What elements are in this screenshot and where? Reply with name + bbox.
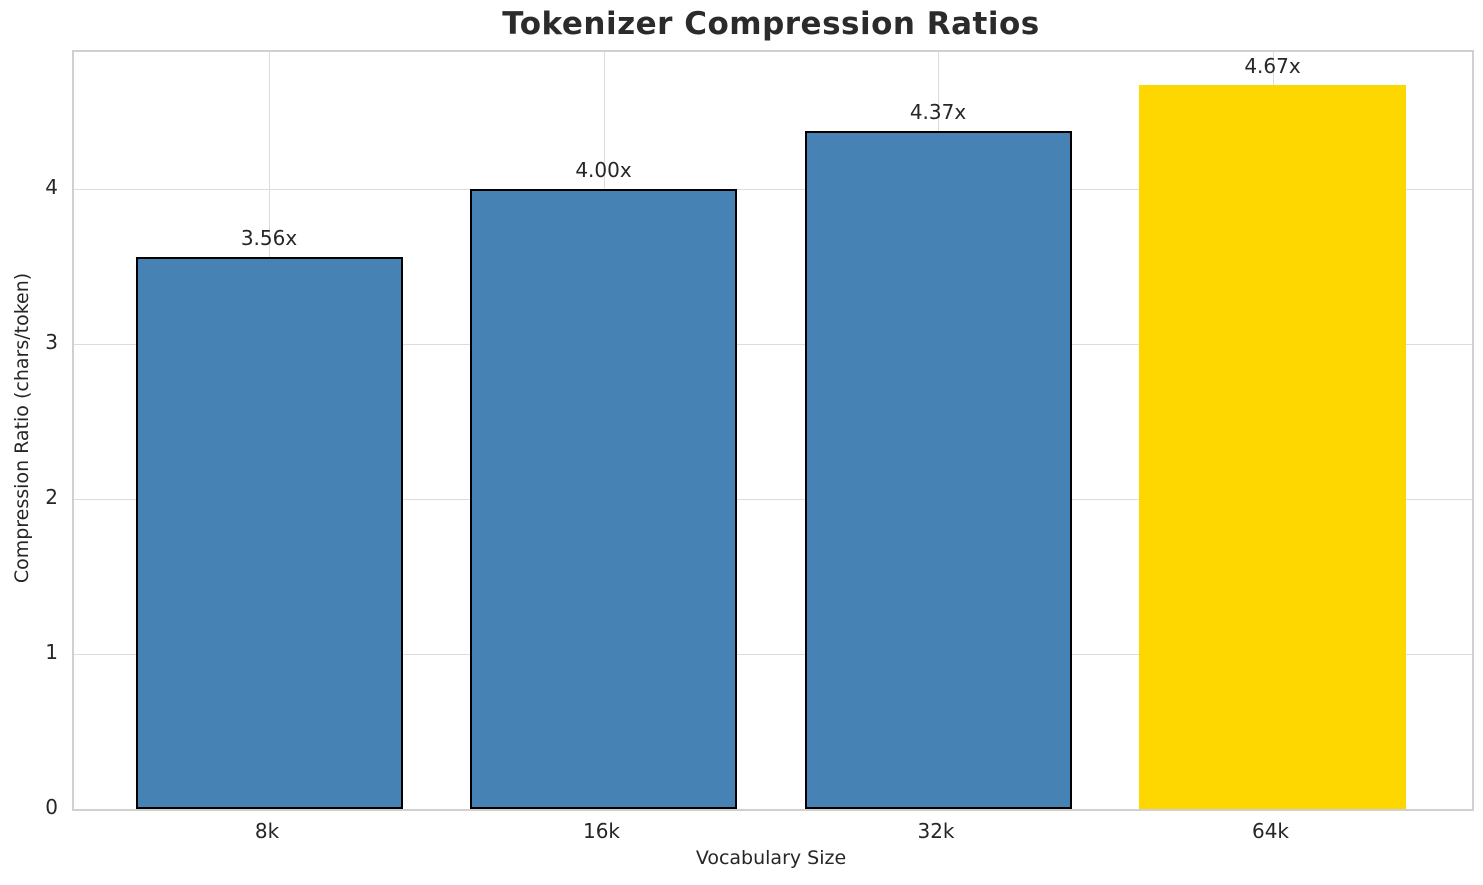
bar-value-label: 4.67x (1244, 53, 1301, 78)
bar-8k (135, 256, 403, 809)
y-tick-label: 4 (45, 174, 58, 199)
y-tick-label: 1 (45, 639, 58, 664)
gridline-horizontal (74, 343, 1472, 345)
bar-value-label: 4.37x (909, 100, 967, 125)
x-axis-label: Vocabulary Size (695, 847, 847, 869)
chart-title: Tokenizer Compression Ratios (502, 6, 1040, 42)
y-tick-label: 3 (45, 329, 58, 354)
y-tick-label: 2 (45, 484, 58, 509)
plot-area: 3.56x 4.00x 4.37x 4.67x (72, 50, 1474, 811)
gridline-horizontal (74, 188, 1472, 190)
bar-16k (470, 188, 737, 809)
x-tick-label: 64k (1251, 819, 1290, 843)
bar-value-label: 4.00x (575, 157, 632, 182)
y-axis-label: Compression Ratio (chars/token) (11, 272, 33, 584)
gridline-horizontal (74, 653, 1472, 655)
y-tick-label: 0 (45, 795, 58, 819)
x-tick-label: 16k (582, 819, 621, 843)
bar-32k (804, 131, 1072, 809)
bar-64k (1139, 84, 1406, 809)
x-tick-label: 8k (254, 819, 280, 843)
gridline-horizontal (74, 498, 1472, 500)
bar-value-label: 3.56x (240, 225, 298, 250)
x-tick-label: 32k (917, 819, 955, 843)
